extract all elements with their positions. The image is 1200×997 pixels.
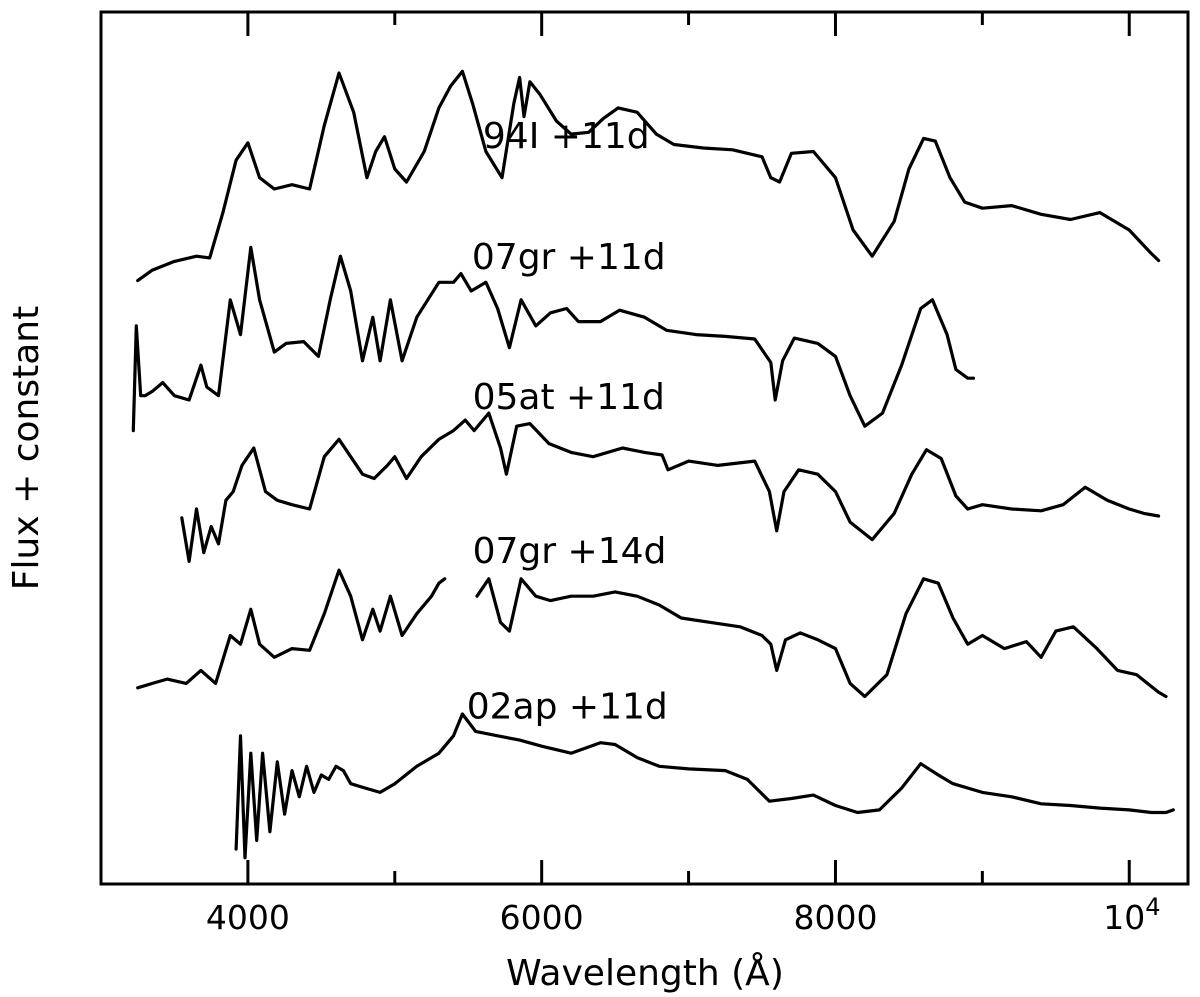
spectra-series: [131, 69, 1175, 860]
spectrum-line: [136, 568, 447, 690]
x-tick-label: 104: [1103, 893, 1160, 937]
spectrum-line: [475, 577, 1168, 699]
series-label: 02ap +11d: [467, 686, 668, 727]
x-tick-label: 6000: [500, 898, 584, 937]
series-label: 05at +11d: [473, 377, 665, 418]
series-label: 07gr +11d: [472, 237, 666, 278]
x-axis-label: Wavelength (Å): [506, 951, 784, 994]
series-labels: 94I +11d 07gr +11d 05at +11d 07gr +14d 02ap …: [467, 116, 668, 727]
spectrum-line: [136, 69, 1161, 283]
series-label: 07gr +14d: [473, 531, 667, 572]
series-label: 94I +11d: [483, 116, 650, 157]
x-axis-ticks: [99, 12, 1131, 884]
plot-frame: [99, 10, 1190, 886]
spectrum-line: [131, 245, 976, 433]
spectrum-line: [180, 411, 1161, 563]
spectrum-line: [234, 712, 1175, 860]
x-tick-label: 4000: [206, 898, 290, 937]
x-tick-label: 8000: [793, 898, 877, 937]
x-axis-tick-labels: 4000 6000 8000 104: [206, 893, 1161, 937]
y-axis-label: Flux + constant: [6, 306, 47, 590]
